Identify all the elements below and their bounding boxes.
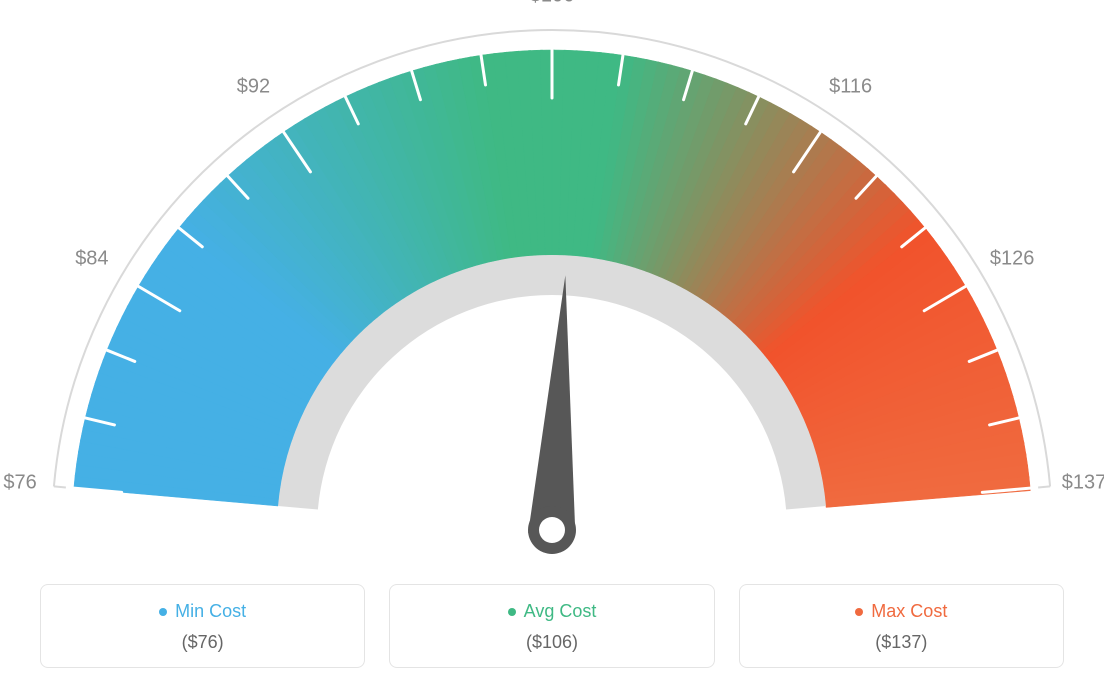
legend-row: Min Cost ($76) Avg Cost ($106) Max Cost … <box>40 584 1064 668</box>
cost-gauge-container: $76 $84 $92 $106 $116 $126 $137 Min Cost ($76)… <box>0 0 1104 690</box>
gauge-tick-label: $92 <box>237 76 270 99</box>
legend-value-min: ($76) <box>51 632 354 653</box>
gauge-tick-label: $137 <box>1062 472 1104 495</box>
legend-title-avg: Avg Cost <box>524 601 597 622</box>
legend-card-min: Min Cost ($76) <box>40 584 365 668</box>
legend-title-min: Min Cost <box>175 601 246 622</box>
legend-dot-min <box>159 608 167 616</box>
legend-title-max: Max Cost <box>871 601 947 622</box>
gauge-tick-label: $126 <box>990 247 1035 270</box>
legend-dot-max <box>855 608 863 616</box>
gauge-tick-label: $84 <box>75 247 108 270</box>
gauge-tick-label: $106 <box>530 0 575 8</box>
legend-card-max: Max Cost ($137) <box>739 584 1064 668</box>
gauge-tick-label: $76 <box>3 472 36 495</box>
legend-dot-avg <box>508 608 516 616</box>
legend-card-avg: Avg Cost ($106) <box>389 584 714 668</box>
legend-value-max: ($137) <box>750 632 1053 653</box>
legend-value-avg: ($106) <box>400 632 703 653</box>
gauge-chart: $76 $84 $92 $106 $116 $126 $137 <box>0 0 1104 570</box>
gauge-tick-label: $116 <box>829 76 872 99</box>
